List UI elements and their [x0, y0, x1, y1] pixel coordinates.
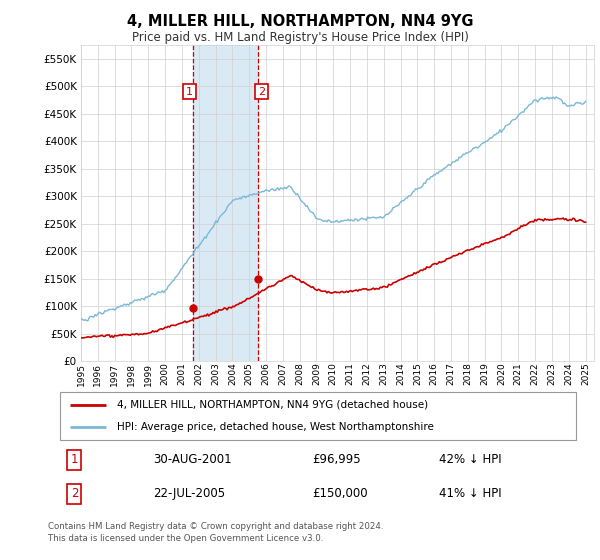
Text: 2: 2 [71, 487, 78, 500]
Text: 41% ↓ HPI: 41% ↓ HPI [439, 487, 502, 500]
Text: £96,995: £96,995 [312, 453, 361, 466]
Text: 30-AUG-2001: 30-AUG-2001 [154, 453, 232, 466]
Text: Price paid vs. HM Land Registry's House Price Index (HPI): Price paid vs. HM Land Registry's House … [131, 31, 469, 44]
Text: 1: 1 [71, 453, 78, 466]
Text: 1: 1 [186, 87, 193, 96]
Text: 42% ↓ HPI: 42% ↓ HPI [439, 453, 502, 466]
Text: £150,000: £150,000 [312, 487, 368, 500]
Text: 4, MILLER HILL, NORTHAMPTON, NN4 9YG (detached house): 4, MILLER HILL, NORTHAMPTON, NN4 9YG (de… [117, 400, 428, 410]
Bar [193, 45, 259, 361]
Text: HPI: Average price, detached house, West Northamptonshire: HPI: Average price, detached house, West… [117, 422, 434, 432]
Text: 22-JUL-2005: 22-JUL-2005 [154, 487, 226, 500]
Text: 4, MILLER HILL, NORTHAMPTON, NN4 9YG: 4, MILLER HILL, NORTHAMPTON, NN4 9YG [127, 14, 473, 29]
Text: 2: 2 [258, 87, 265, 96]
Text: Contains HM Land Registry data © Crown copyright and database right 2024.
This d: Contains HM Land Registry data © Crown c… [48, 522, 383, 543]
